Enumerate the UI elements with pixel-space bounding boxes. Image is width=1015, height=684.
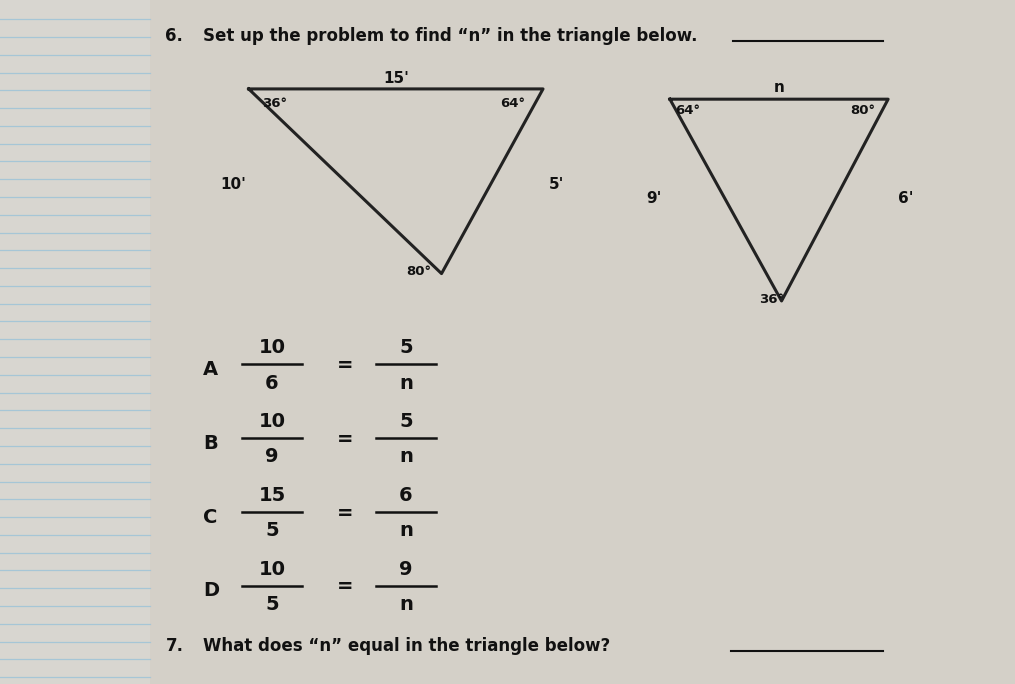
- Text: 6': 6': [897, 191, 914, 206]
- Text: 5: 5: [399, 338, 413, 357]
- Text: 5': 5': [548, 177, 564, 192]
- Text: D: D: [203, 581, 219, 601]
- Text: 6.: 6.: [165, 27, 184, 45]
- Bar: [150, 0, 1015, 684]
- Text: 9: 9: [399, 560, 413, 579]
- Text: n: n: [399, 447, 413, 466]
- Text: 36°: 36°: [262, 97, 287, 110]
- Text: n: n: [399, 521, 413, 540]
- Text: 6: 6: [265, 373, 279, 393]
- Text: 64°: 64°: [500, 97, 526, 110]
- Text: 80°: 80°: [406, 265, 431, 278]
- Text: What does “n” equal in the triangle below?: What does “n” equal in the triangle belo…: [203, 637, 610, 655]
- Text: 5: 5: [265, 521, 279, 540]
- Text: 6: 6: [399, 486, 413, 505]
- Text: 10: 10: [259, 560, 285, 579]
- Text: Set up the problem to find “n” in the triangle below.: Set up the problem to find “n” in the tr…: [203, 27, 697, 45]
- Text: 7.: 7.: [165, 637, 184, 655]
- Text: 9': 9': [646, 191, 662, 206]
- Text: 10: 10: [259, 338, 285, 357]
- Text: 15': 15': [383, 71, 409, 86]
- Text: =: =: [337, 356, 353, 375]
- Text: n: n: [774, 80, 785, 95]
- Text: =: =: [337, 577, 353, 596]
- Text: B: B: [203, 434, 218, 453]
- Text: 80°: 80°: [851, 104, 876, 117]
- Text: 5: 5: [399, 412, 413, 431]
- Text: 36°: 36°: [759, 293, 785, 306]
- Text: =: =: [337, 503, 353, 523]
- Text: 10: 10: [259, 412, 285, 431]
- Text: 5: 5: [265, 595, 279, 614]
- Text: =: =: [337, 430, 353, 449]
- Text: n: n: [399, 595, 413, 614]
- Text: 15: 15: [259, 486, 285, 505]
- Bar: [0, 0, 150, 684]
- Text: C: C: [203, 508, 217, 527]
- Text: 64°: 64°: [675, 104, 700, 117]
- Text: A: A: [203, 360, 218, 379]
- Text: 9: 9: [265, 447, 279, 466]
- Text: 10': 10': [220, 177, 247, 192]
- Text: n: n: [399, 373, 413, 393]
